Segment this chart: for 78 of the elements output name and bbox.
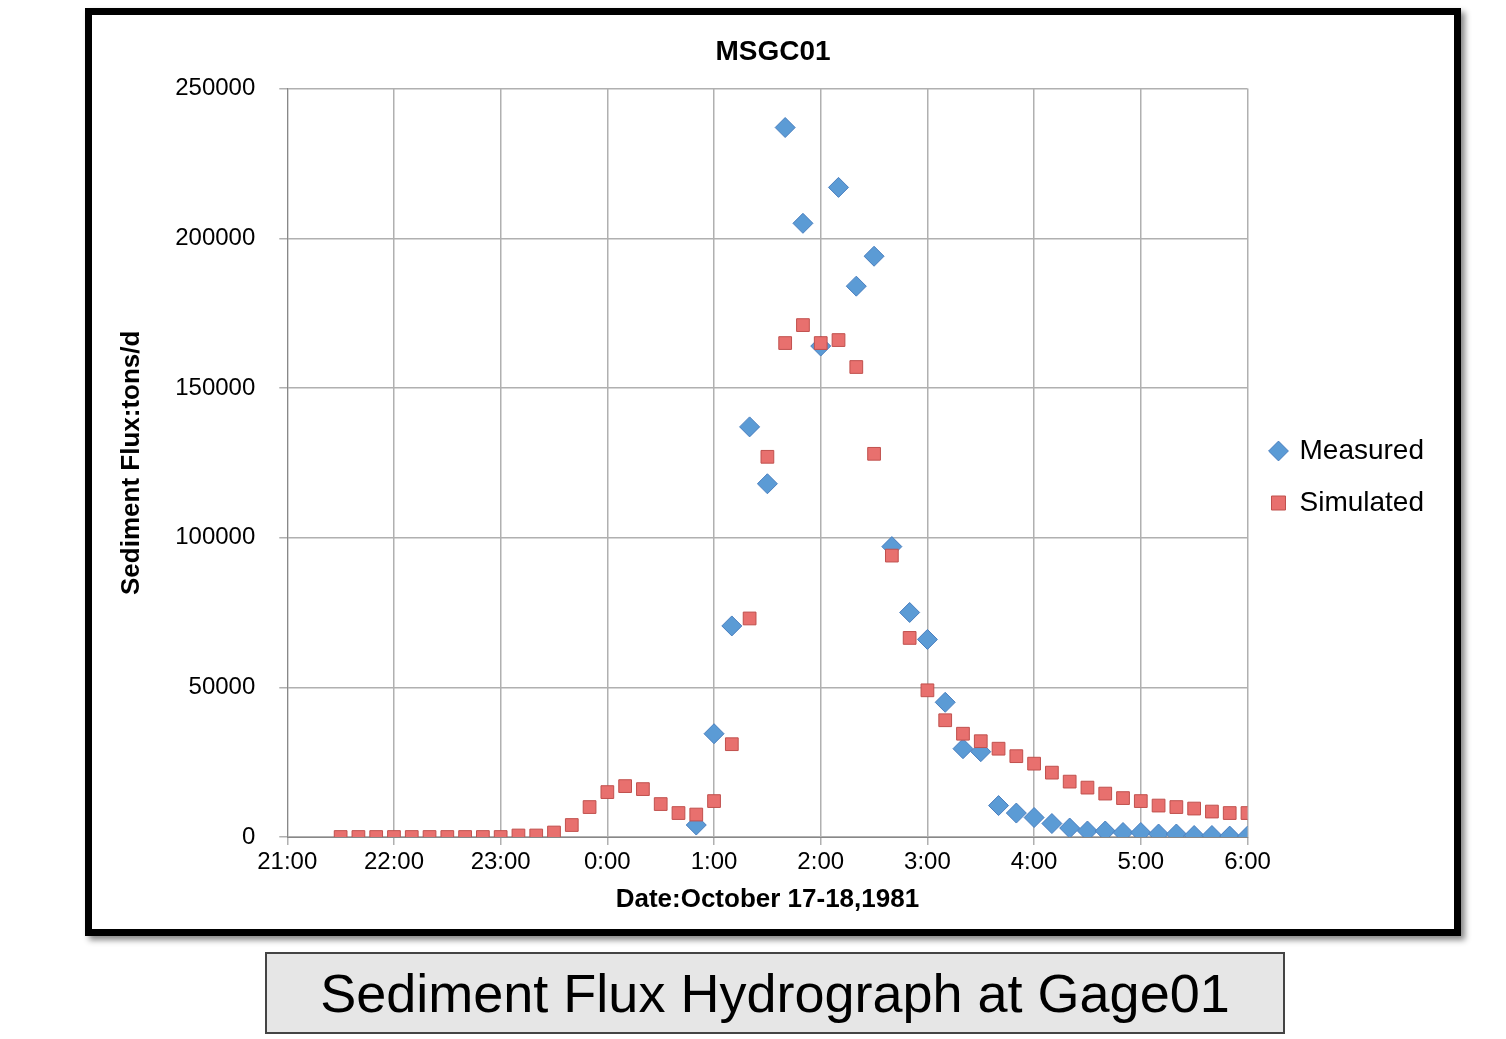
y-tick-label: 150000 [175, 372, 256, 400]
point [938, 713, 953, 728]
point [1041, 813, 1063, 835]
point [703, 723, 725, 745]
point [760, 449, 775, 464]
y-tick-label: 250000 [175, 73, 256, 101]
point [863, 245, 885, 267]
y-axis-title: Sediment Flux:tons/d [114, 330, 145, 595]
point [899, 601, 921, 623]
point [885, 548, 899, 563]
point [778, 336, 793, 350]
point [1045, 765, 1059, 780]
point [867, 446, 881, 461]
point [1187, 801, 1202, 816]
point [991, 741, 1006, 756]
point [1023, 807, 1045, 829]
point [1116, 791, 1130, 805]
x-tick-label: 6:00 [1224, 847, 1271, 875]
point [636, 782, 650, 796]
point [689, 807, 704, 822]
point [1133, 794, 1148, 808]
point [1098, 786, 1113, 801]
point [1005, 802, 1027, 824]
x-tick-label: 1:00 [690, 847, 738, 875]
x-tick-label: 3:00 [904, 847, 951, 875]
y-tick-label: 50000 [188, 671, 256, 699]
point [1080, 780, 1095, 795]
x-tick-label: 4:00 [1010, 847, 1058, 875]
x-tick-label: 21:00 [257, 847, 318, 875]
x-axis-title: Date:October 17-18,1981 [615, 882, 920, 913]
point [1009, 749, 1024, 764]
point [547, 825, 561, 837]
x-tick-label: 22:00 [363, 847, 425, 875]
point [1062, 774, 1077, 789]
point [600, 785, 615, 799]
x-tick-label: 0:00 [583, 847, 631, 875]
point [902, 631, 917, 645]
point [796, 318, 810, 332]
point [828, 176, 850, 198]
point [988, 795, 1010, 817]
point [1059, 817, 1081, 837]
legend-label: Simulated [1299, 485, 1425, 517]
y-tick-label: 200000 [175, 222, 256, 250]
point [774, 117, 796, 139]
point [707, 794, 721, 808]
point [564, 818, 579, 832]
point [742, 611, 757, 626]
chart-title: MSGC01 [715, 34, 831, 66]
x-tick-label: 23:00 [470, 847, 531, 875]
point [1151, 798, 1166, 813]
point [916, 628, 938, 650]
point [934, 691, 956, 713]
legend-label: Measured [1299, 433, 1425, 465]
point [671, 806, 686, 820]
point [724, 737, 739, 752]
point [1169, 800, 1184, 814]
point [973, 734, 988, 749]
point [618, 779, 632, 793]
point [653, 797, 668, 811]
text: Sediment Flux Hydrograph at Gage01 [265, 952, 1285, 1034]
point [739, 416, 761, 438]
point [721, 615, 743, 637]
point [582, 800, 597, 814]
point [1027, 756, 1041, 771]
point [831, 333, 846, 347]
point [756, 473, 778, 495]
point [956, 726, 970, 741]
point [920, 683, 935, 698]
y-tick-label: 100000 [175, 522, 256, 550]
point [792, 212, 814, 234]
x-tick-label: 2:00 [797, 847, 845, 875]
point [845, 275, 867, 297]
point [849, 360, 864, 374]
x-tick-label: 5:00 [1117, 847, 1165, 875]
point [1222, 806, 1237, 820]
y-tick-label: 0 [241, 821, 256, 849]
point [1205, 804, 1219, 819]
point [952, 738, 974, 760]
